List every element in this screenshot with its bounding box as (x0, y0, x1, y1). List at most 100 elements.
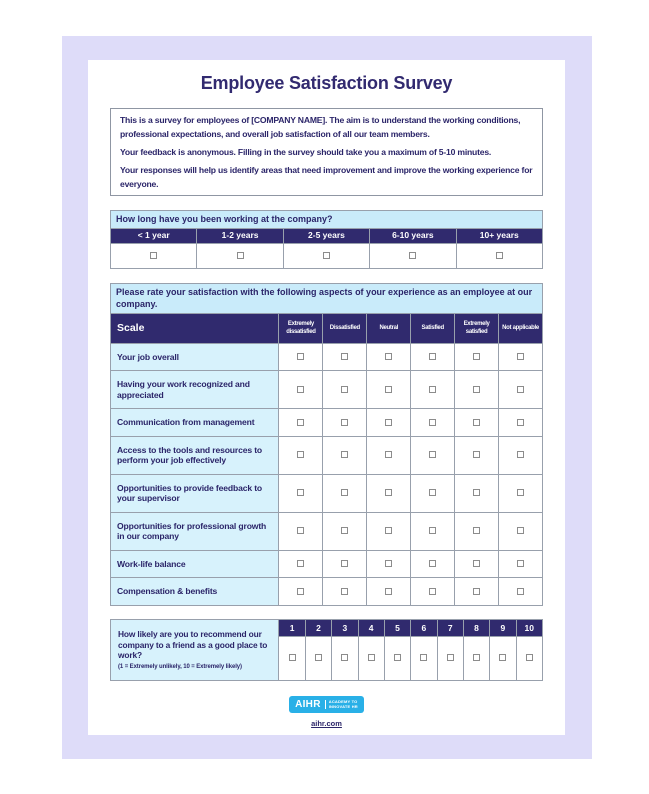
aspect-row: Your job overall (109, 342, 543, 371)
checkbox[interactable] (385, 560, 393, 568)
checkbox-cell (366, 577, 412, 606)
checkbox-cell (454, 577, 500, 606)
checkbox[interactable] (297, 451, 305, 459)
survey-page: Employee Satisfaction Survey This is a s… (88, 60, 565, 735)
checkbox[interactable] (473, 451, 481, 459)
checkbox[interactable] (314, 654, 322, 662)
checkbox[interactable] (385, 587, 393, 595)
checkbox[interactable] (517, 353, 525, 361)
aspect-row: Access to the tools and resources to per… (109, 435, 543, 475)
logo-divider (324, 700, 326, 709)
checkbox[interactable] (429, 560, 437, 568)
checkbox-cell (454, 511, 500, 551)
checkbox[interactable] (429, 451, 437, 459)
checkbox[interactable] (517, 385, 525, 393)
checkbox[interactable] (341, 560, 349, 568)
checkbox[interactable] (297, 418, 305, 426)
checkbox[interactable] (499, 654, 507, 662)
checkbox-cell (322, 473, 368, 513)
checkbox[interactable] (473, 560, 481, 568)
intro-box: This is a survey for employees of [COMPA… (110, 108, 543, 196)
checkbox-cell (322, 549, 368, 578)
checkbox[interactable] (297, 527, 305, 535)
checkbox[interactable] (473, 385, 481, 393)
scale-number: 1 (278, 618, 306, 637)
scale-number: 8 (462, 618, 491, 637)
checkbox[interactable] (385, 385, 393, 393)
checkbox[interactable] (341, 489, 349, 497)
checkbox-cell (454, 473, 500, 513)
checkbox[interactable] (420, 654, 428, 662)
checkbox[interactable] (473, 353, 481, 361)
checkbox[interactable] (385, 489, 393, 497)
scale-option-label: Extremely satisfied (454, 312, 500, 344)
checkbox[interactable] (517, 587, 525, 595)
checkbox[interactable] (473, 489, 481, 497)
checkbox[interactable] (473, 527, 481, 535)
checkbox[interactable] (517, 489, 525, 497)
checkbox[interactable] (429, 418, 437, 426)
page-footer: AIHR ACADEMY TO INNOVATE HR aihr.com (110, 694, 543, 732)
checkbox[interactable] (341, 587, 349, 595)
checkbox[interactable] (394, 654, 402, 662)
checkbox[interactable] (473, 654, 481, 662)
checkbox-cell (454, 370, 500, 409)
checkbox[interactable] (429, 587, 437, 595)
checkbox[interactable] (525, 654, 533, 662)
checkbox-cell (436, 635, 464, 681)
checkbox[interactable] (288, 654, 296, 662)
tenure-checkbox-row (109, 242, 544, 269)
checkbox[interactable] (385, 353, 393, 361)
checkbox[interactable] (367, 654, 375, 662)
checkbox[interactable] (473, 418, 481, 426)
checkbox[interactable] (517, 560, 525, 568)
checkbox[interactable] (297, 587, 305, 595)
checkbox[interactable] (429, 353, 437, 361)
checkbox-cell (278, 577, 324, 606)
checkbox[interactable] (495, 251, 503, 259)
checkbox[interactable] (297, 385, 305, 393)
aspect-label: Work-life balance (109, 549, 280, 578)
checkbox[interactable] (236, 251, 244, 259)
checkbox[interactable] (517, 527, 525, 535)
checkbox-cell (462, 635, 491, 681)
recommend-table: How likely are you to recommend our comp… (109, 618, 544, 681)
checkbox-cell (322, 342, 368, 371)
checkbox[interactable] (429, 385, 437, 393)
page-frame: Employee Satisfaction Survey This is a s… (62, 36, 592, 759)
checkbox[interactable] (385, 418, 393, 426)
checkbox[interactable] (297, 353, 305, 361)
recommend-question-cell: How likely are you to recommend our comp… (109, 618, 280, 681)
aihr-link[interactable]: aihr.com (311, 719, 342, 728)
checkbox[interactable] (150, 251, 158, 259)
checkbox[interactable] (385, 527, 393, 535)
tenure-table: How long have you been working at the co… (109, 210, 544, 269)
checkbox[interactable] (341, 418, 349, 426)
checkbox[interactable] (446, 654, 454, 662)
checkbox[interactable] (341, 385, 349, 393)
tenure-options-row: < 1 year 1-2 years 2-5 years 6-10 years … (109, 227, 544, 244)
checkbox[interactable] (297, 489, 305, 497)
aspect-row: Opportunities for professional growth in… (109, 511, 543, 551)
intro-paragraph: Your responses will help us identify are… (120, 165, 533, 189)
checkbox-cell (366, 549, 412, 578)
checkbox[interactable] (517, 418, 525, 426)
checkbox[interactable] (473, 587, 481, 595)
checkbox[interactable] (385, 451, 393, 459)
checkbox[interactable] (322, 251, 330, 259)
checkbox[interactable] (409, 251, 417, 259)
checkbox[interactable] (341, 451, 349, 459)
checkbox[interactable] (341, 527, 349, 535)
checkbox[interactable] (517, 451, 525, 459)
checkbox[interactable] (341, 353, 349, 361)
checkbox[interactable] (297, 560, 305, 568)
checkbox[interactable] (429, 489, 437, 497)
checkbox-cell (410, 635, 438, 681)
intro-paragraph: Your feedback is anonymous. Filling in t… (120, 147, 492, 157)
checkbox-cell (278, 370, 324, 409)
checkbox[interactable] (429, 527, 437, 535)
checkbox[interactable] (341, 654, 349, 662)
checkbox-cell (366, 408, 412, 437)
checkbox-cell (515, 635, 544, 681)
recommend-question: How likely are you to recommend our comp… (118, 629, 268, 661)
